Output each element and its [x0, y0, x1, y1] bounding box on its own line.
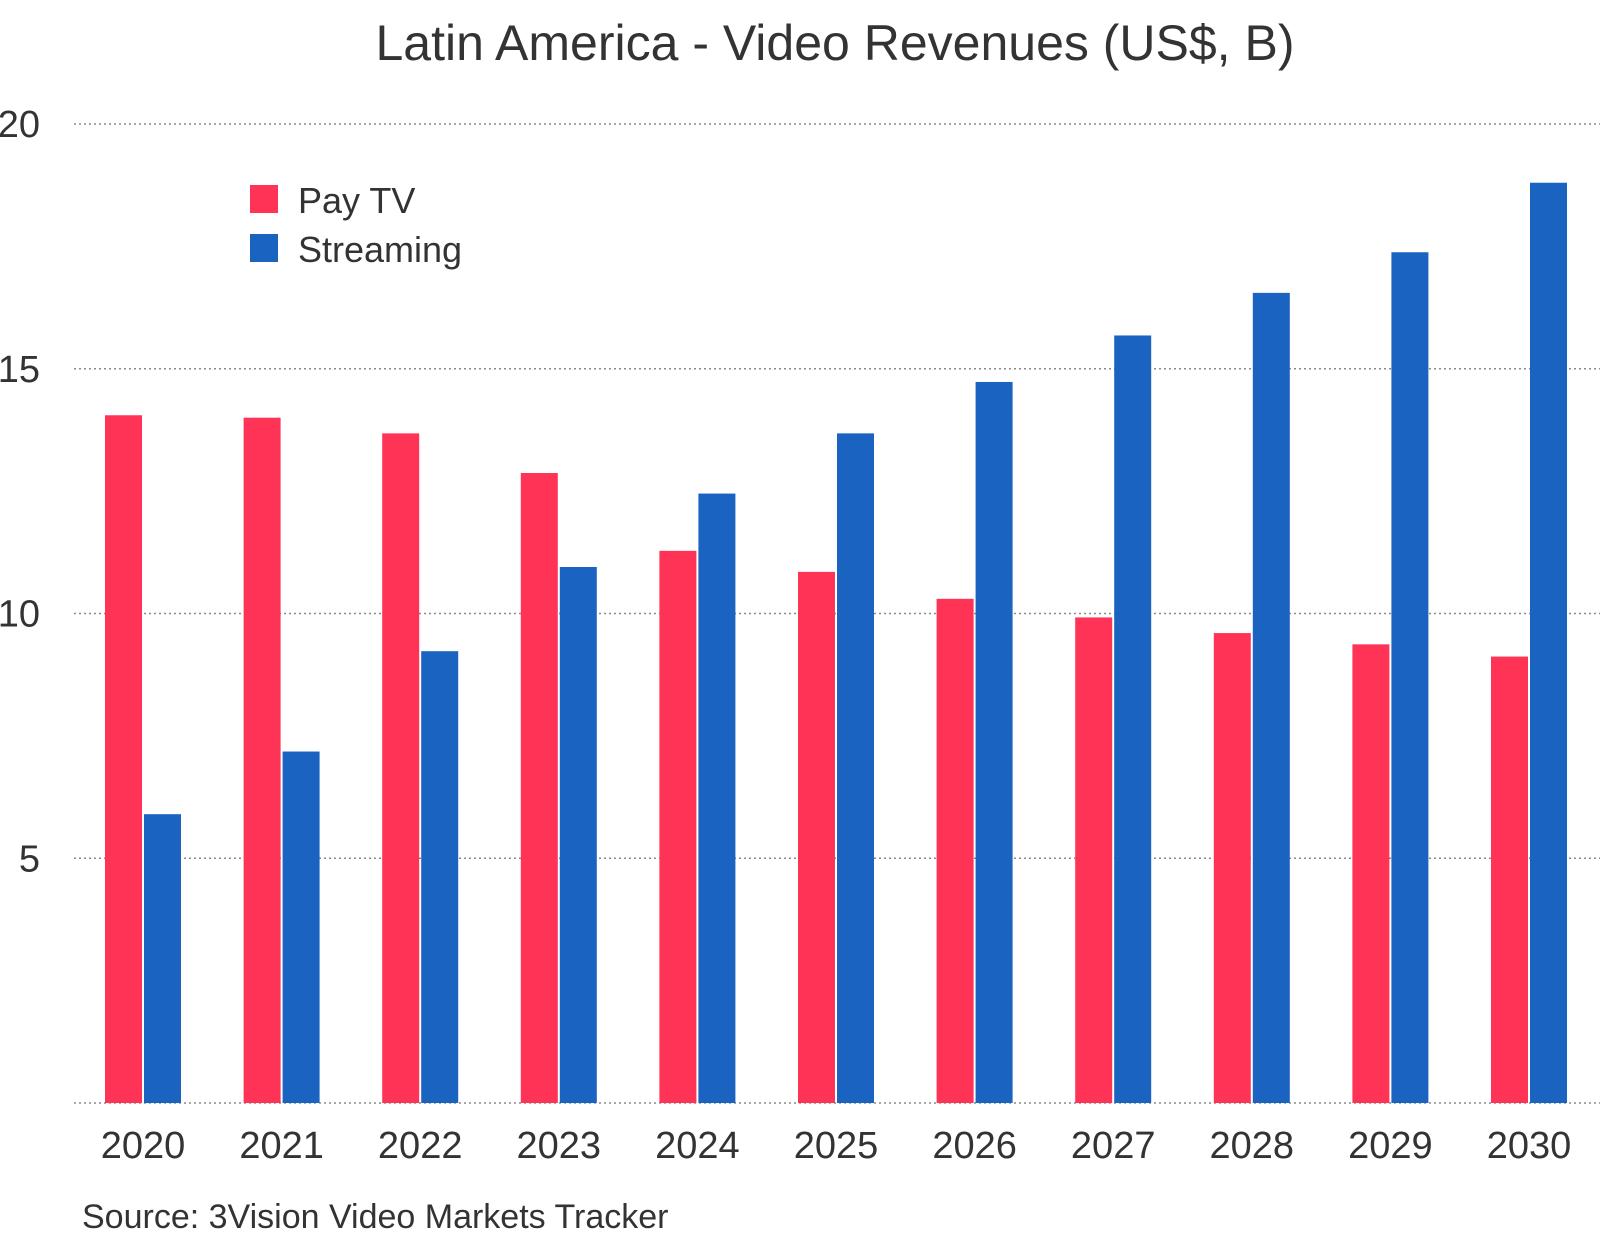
x-tick-label: 2022 [378, 1125, 463, 1167]
bar-pay-tv-2025 [798, 571, 835, 1103]
x-tick-label: 2023 [517, 1125, 602, 1167]
x-tick-label: 2027 [1071, 1125, 1156, 1167]
x-tick-label: 2025 [794, 1125, 879, 1167]
y-tick-label: 10 [0, 594, 40, 636]
bar-pay-tv-2022 [382, 433, 420, 1103]
x-tick-label: 2029 [1348, 1125, 1433, 1167]
bar-streaming-2028 [1252, 292, 1290, 1103]
x-tick-label: 2028 [1210, 1125, 1295, 1167]
bars [105, 182, 1567, 1104]
y-tick-label: 15 [0, 349, 40, 391]
y-tick-label: 20 [0, 104, 40, 146]
bar-pay-tv-2027 [1075, 617, 1113, 1103]
bar-streaming-2020 [144, 814, 181, 1103]
legend-swatch-streaming [250, 234, 278, 262]
bar-streaming-2030 [1530, 182, 1567, 1104]
bar-pay-tv-2028 [1213, 633, 1251, 1103]
x-tick-label: 2020 [101, 1125, 186, 1167]
legend-label-streaming: Streaming [298, 229, 462, 270]
bar-streaming-2029 [1391, 252, 1429, 1103]
chart-title: Latin America - Video Revenues (US$, B) [376, 15, 1295, 71]
bar-pay-tv-2020 [105, 415, 142, 1103]
legend-swatch-pay-tv [250, 185, 278, 213]
bar-pay-tv-2030 [1491, 656, 1528, 1103]
bar-streaming-2021 [282, 751, 320, 1103]
y-tick-label: 5 [19, 838, 40, 880]
x-tick-label: 2024 [655, 1125, 740, 1167]
legend: Pay TV Streaming [250, 180, 462, 270]
bar-streaming-2025 [837, 433, 874, 1103]
bar-pay-tv-2029 [1352, 644, 1390, 1103]
gridlines [74, 123, 1600, 1104]
x-tick-label: 2026 [932, 1125, 1017, 1167]
legend-label-pay-tv: Pay TV [298, 180, 415, 221]
bar-pay-tv-2026 [936, 598, 974, 1103]
bar-streaming-2026 [975, 381, 1013, 1103]
bar-streaming-2023 [559, 566, 597, 1103]
bar-streaming-2022 [421, 651, 459, 1103]
bar-streaming-2027 [1114, 335, 1152, 1103]
x-tick-label: 2030 [1487, 1125, 1572, 1167]
source-note: Source: 3Vision Video Markets Tracker [82, 1198, 668, 1236]
bar-pay-tv-2024 [659, 550, 697, 1103]
bar-pay-tv-2023 [520, 473, 558, 1103]
x-tick-label: 2021 [239, 1125, 324, 1167]
bar-streaming-2024 [698, 493, 736, 1103]
bar-pay-tv-2021 [243, 417, 281, 1103]
